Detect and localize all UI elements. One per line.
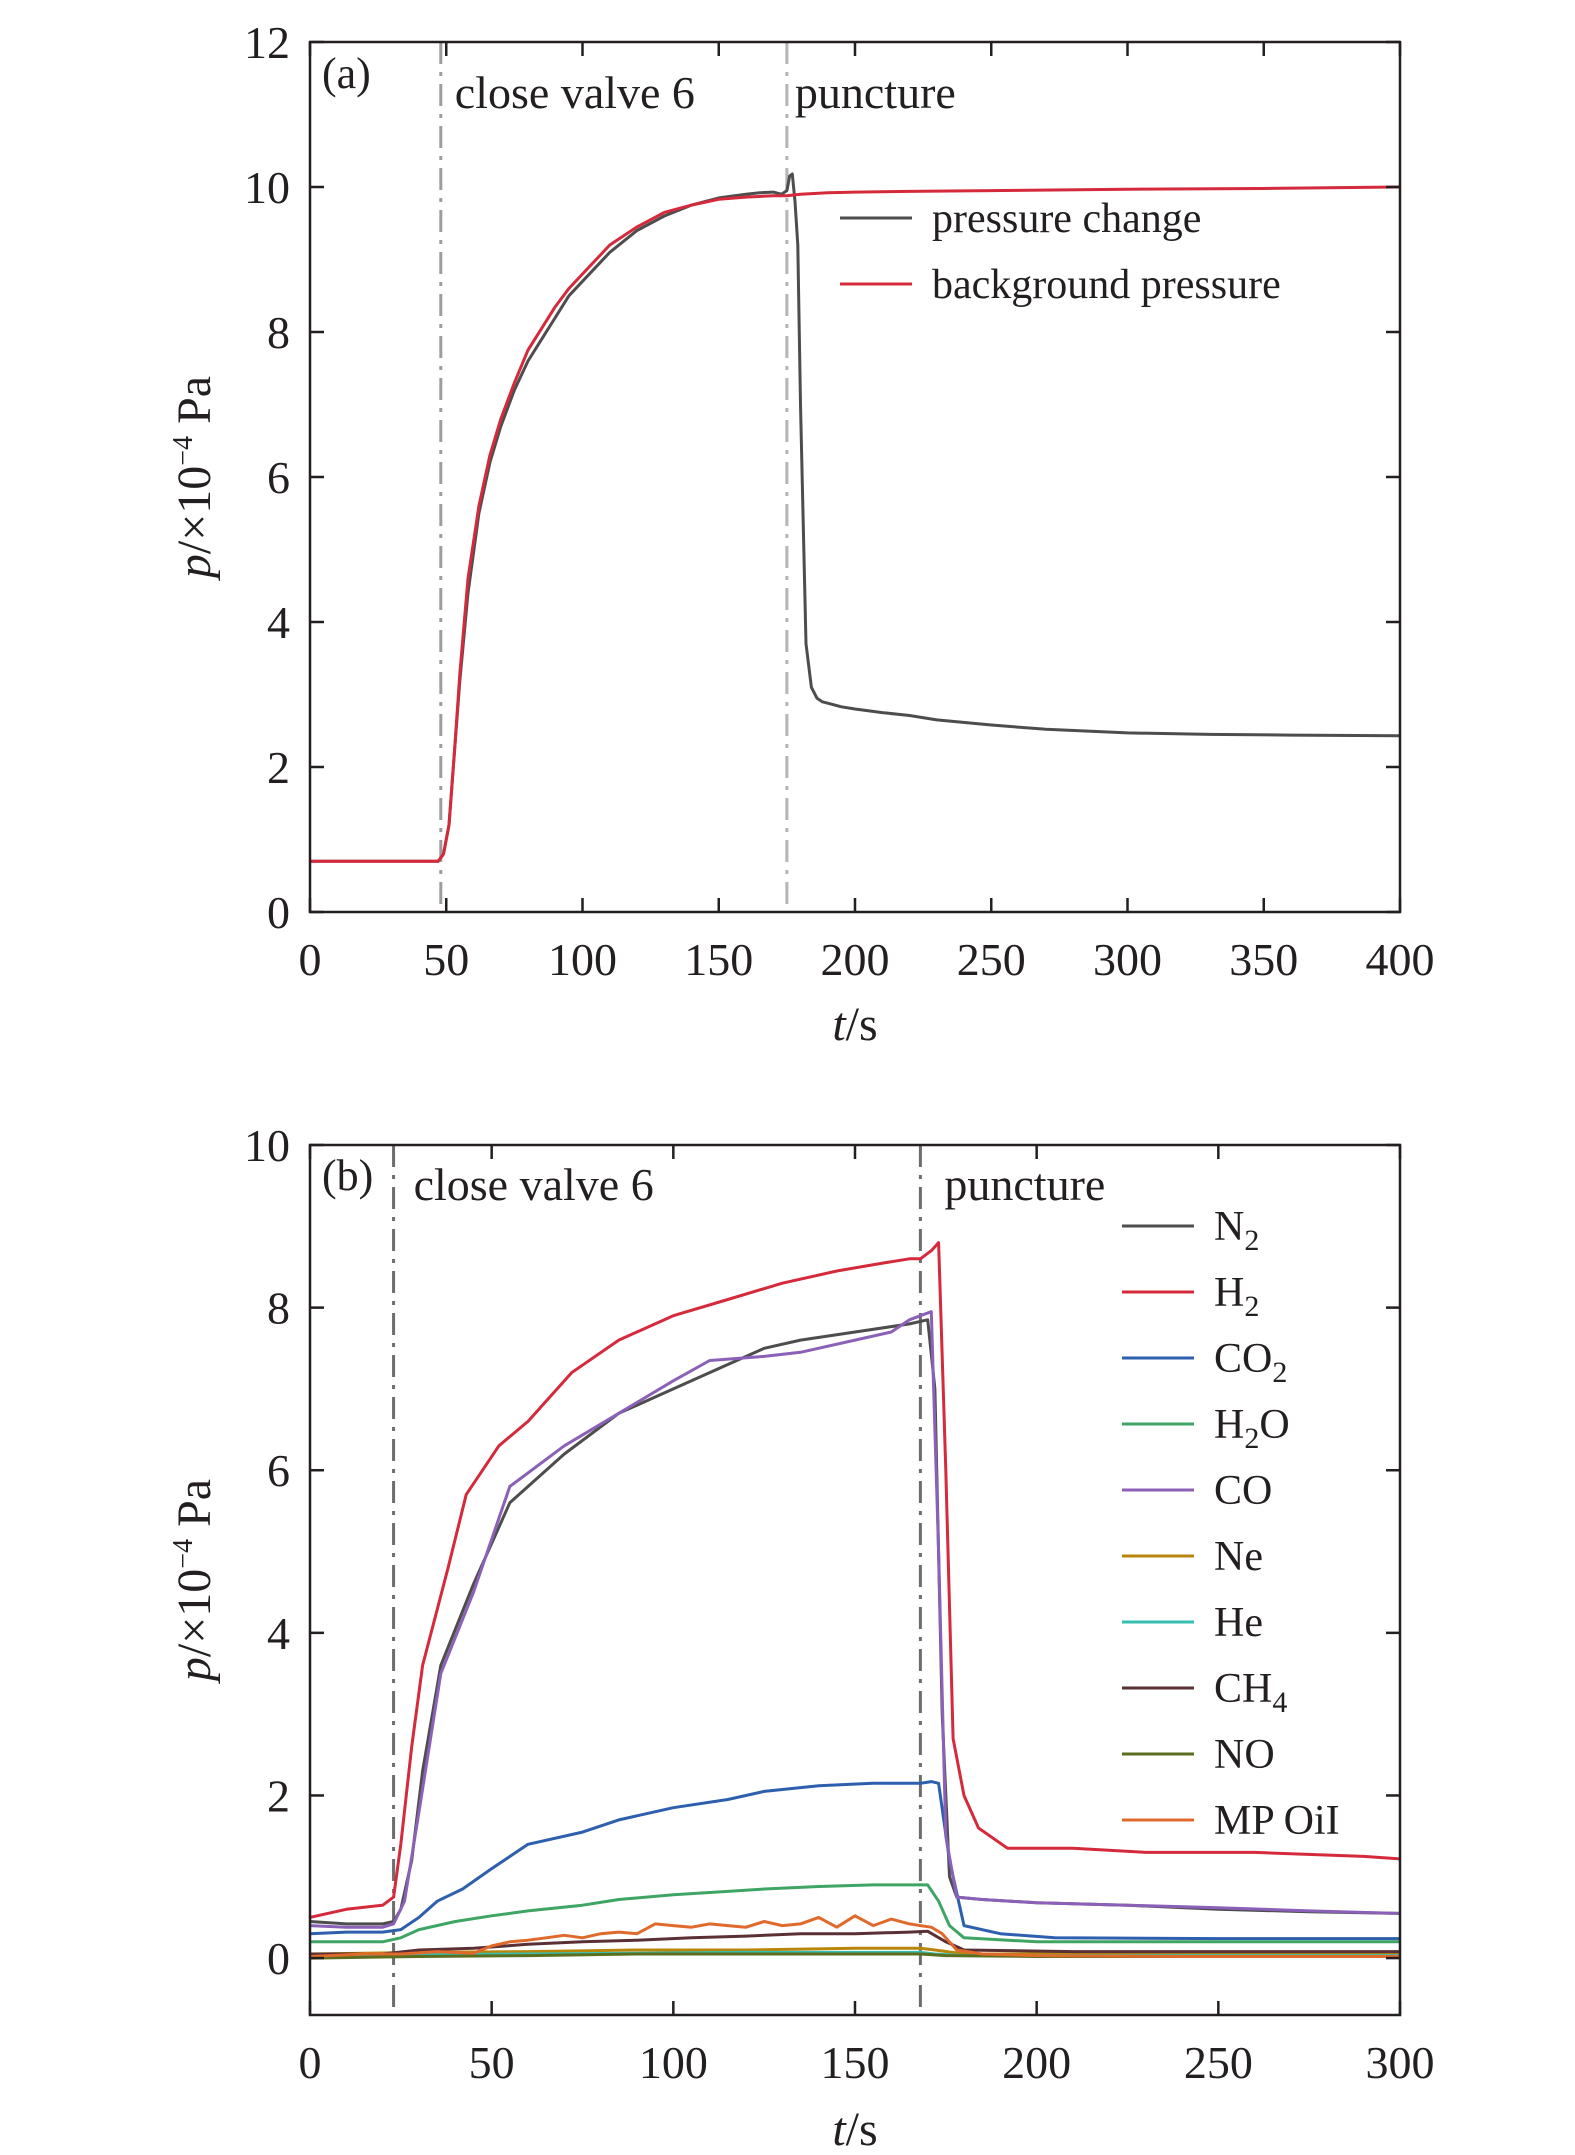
x-tick-label: 300	[1366, 2037, 1435, 2088]
x-tick-label: 200	[1002, 2037, 1071, 2088]
x-tick-label: 100	[639, 2037, 708, 2088]
x-tick-label: 50	[469, 2037, 515, 2088]
y-tick-label: 4	[267, 597, 290, 648]
series-group	[310, 1241, 1400, 1960]
legend-label: background pressure	[932, 262, 1281, 308]
panel-b-chart: close valve 6 puncture 0 50 100 150 200 250 300 0…	[168, 1120, 1435, 2155]
y-tick-label: 8	[267, 1283, 290, 1334]
series-line-h2o	[310, 1883, 1400, 1944]
plot-frame	[308, 40, 1402, 914]
series-line-co	[310, 1310, 1400, 1929]
y-tick-label: 8	[267, 307, 290, 358]
series-group	[310, 172, 1400, 863]
series-line-background-pressure	[310, 185, 1400, 863]
x-tick-label: 150	[821, 2037, 890, 2088]
series-line-h2	[310, 1241, 1400, 1919]
legend-label: CO2	[1214, 1336, 1287, 1389]
y-tick-label: 10	[244, 1120, 290, 1171]
x-tick-label: 250	[1184, 2037, 1253, 2088]
series-line-co2	[310, 1780, 1400, 1941]
x-tick-label: 250	[957, 934, 1026, 985]
y-tick-label: 10	[244, 162, 290, 213]
series-line-ne	[310, 1946, 1400, 1956]
legend: N2 H2 CO2 H2O CO Ne He CH4 NO MP OiI	[1122, 1204, 1340, 1844]
y-tick-label: 2	[267, 1770, 290, 1821]
y-tick-label: 0	[267, 887, 290, 938]
event-marker-label: close valve 6	[414, 1159, 654, 1210]
y-tick-label: 6	[267, 452, 290, 503]
x-axis-label: t/s	[832, 2103, 877, 2155]
panel-tag: (a)	[322, 49, 371, 98]
x-tick-label: 350	[1229, 934, 1298, 985]
y-tick-label: 6	[267, 1445, 290, 1496]
legend-label: CH4	[1214, 1666, 1287, 1719]
y-tick-label: 2	[267, 742, 290, 793]
event-marker-label: close valve 6	[455, 67, 695, 118]
x-tick-label: 100	[548, 934, 617, 985]
y-tick-label: 12	[244, 17, 290, 68]
x-tick-label: 0	[299, 2037, 322, 2088]
y-axis-label: p/×10−4 Pa	[168, 1479, 221, 1684]
x-tick-label: 300	[1093, 934, 1162, 985]
x-tick-label: 150	[684, 934, 753, 985]
event-marker-label: puncture	[795, 67, 956, 118]
legend-label: pressure change	[932, 196, 1201, 242]
legend-label: NO	[1214, 1732, 1275, 1778]
series-line-mp-oii	[310, 1914, 1400, 1958]
x-tick-label: 200	[821, 934, 890, 985]
y-axis-label: p/×10−4 Pa	[168, 376, 221, 581]
legend: pressure change background pressure	[840, 196, 1281, 308]
legend-label: MP OiI	[1214, 1798, 1340, 1844]
y-tick-label: 0	[267, 1933, 290, 1984]
legend-label: H2	[1214, 1270, 1259, 1323]
legend-label: CO	[1214, 1468, 1272, 1514]
x-tick-label: 0	[299, 934, 322, 985]
legend-label: H2O	[1214, 1402, 1290, 1455]
event-marker-label: puncture	[944, 1159, 1105, 1210]
x-tick-label: 50	[423, 934, 469, 985]
x-tick-label: 400	[1366, 934, 1435, 985]
legend-label: He	[1214, 1600, 1263, 1646]
series-line-ch4	[310, 1929, 1400, 1956]
x-axis-label: t/s	[832, 998, 877, 1051]
legend-label: N2	[1214, 1204, 1259, 1257]
legend-label: Ne	[1214, 1534, 1263, 1580]
y-tick-label: 4	[267, 1608, 290, 1659]
panel-tag: (b)	[322, 1151, 373, 1200]
